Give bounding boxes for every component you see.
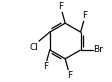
Text: Br: Br [93, 45, 103, 54]
Text: Cl: Cl [29, 43, 38, 52]
Text: F: F [43, 62, 48, 71]
Text: F: F [58, 2, 64, 11]
Text: F: F [67, 71, 72, 80]
Text: F: F [82, 11, 87, 20]
